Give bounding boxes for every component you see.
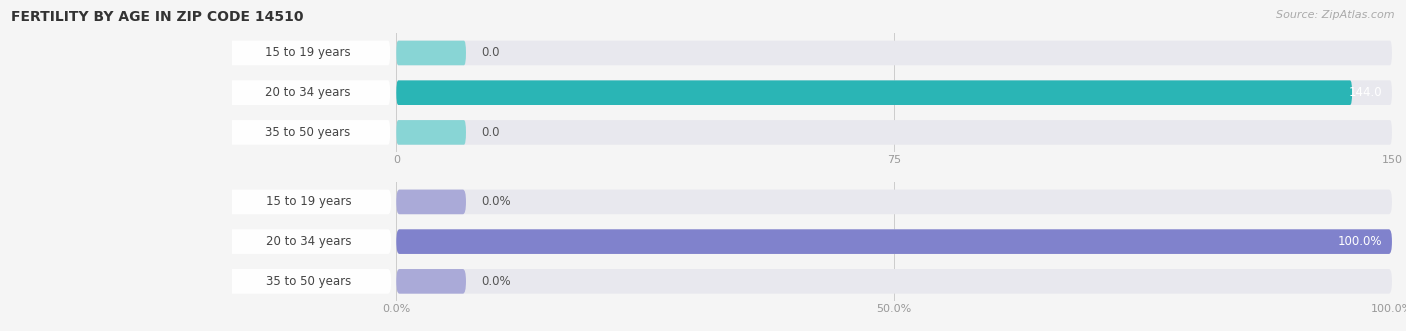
Text: 0.0: 0.0 (481, 46, 499, 60)
Text: 20 to 34 years: 20 to 34 years (266, 86, 350, 99)
FancyBboxPatch shape (396, 190, 1392, 214)
Text: 0.0: 0.0 (481, 126, 499, 139)
Text: 100.0%: 100.0% (1337, 235, 1382, 248)
FancyBboxPatch shape (226, 190, 391, 214)
FancyBboxPatch shape (226, 269, 391, 294)
FancyBboxPatch shape (396, 80, 1392, 105)
Text: 20 to 34 years: 20 to 34 years (266, 235, 352, 248)
Text: Source: ZipAtlas.com: Source: ZipAtlas.com (1277, 10, 1395, 20)
FancyBboxPatch shape (396, 229, 1392, 254)
Text: 15 to 19 years: 15 to 19 years (266, 46, 350, 60)
Text: 35 to 50 years: 35 to 50 years (266, 126, 350, 139)
FancyBboxPatch shape (396, 120, 1392, 145)
Text: 144.0: 144.0 (1348, 86, 1382, 99)
FancyBboxPatch shape (396, 41, 1392, 65)
FancyBboxPatch shape (396, 190, 465, 214)
FancyBboxPatch shape (396, 120, 465, 145)
FancyBboxPatch shape (396, 269, 465, 294)
Text: 0.0%: 0.0% (481, 275, 510, 288)
Text: 35 to 50 years: 35 to 50 years (266, 275, 352, 288)
FancyBboxPatch shape (396, 80, 1353, 105)
FancyBboxPatch shape (226, 80, 389, 105)
Text: 15 to 19 years: 15 to 19 years (266, 195, 352, 209)
FancyBboxPatch shape (396, 41, 465, 65)
Text: 0.0%: 0.0% (481, 195, 510, 209)
Text: FERTILITY BY AGE IN ZIP CODE 14510: FERTILITY BY AGE IN ZIP CODE 14510 (11, 10, 304, 24)
FancyBboxPatch shape (396, 229, 1392, 254)
FancyBboxPatch shape (226, 120, 389, 145)
FancyBboxPatch shape (396, 269, 1392, 294)
FancyBboxPatch shape (226, 41, 389, 65)
FancyBboxPatch shape (226, 229, 391, 254)
